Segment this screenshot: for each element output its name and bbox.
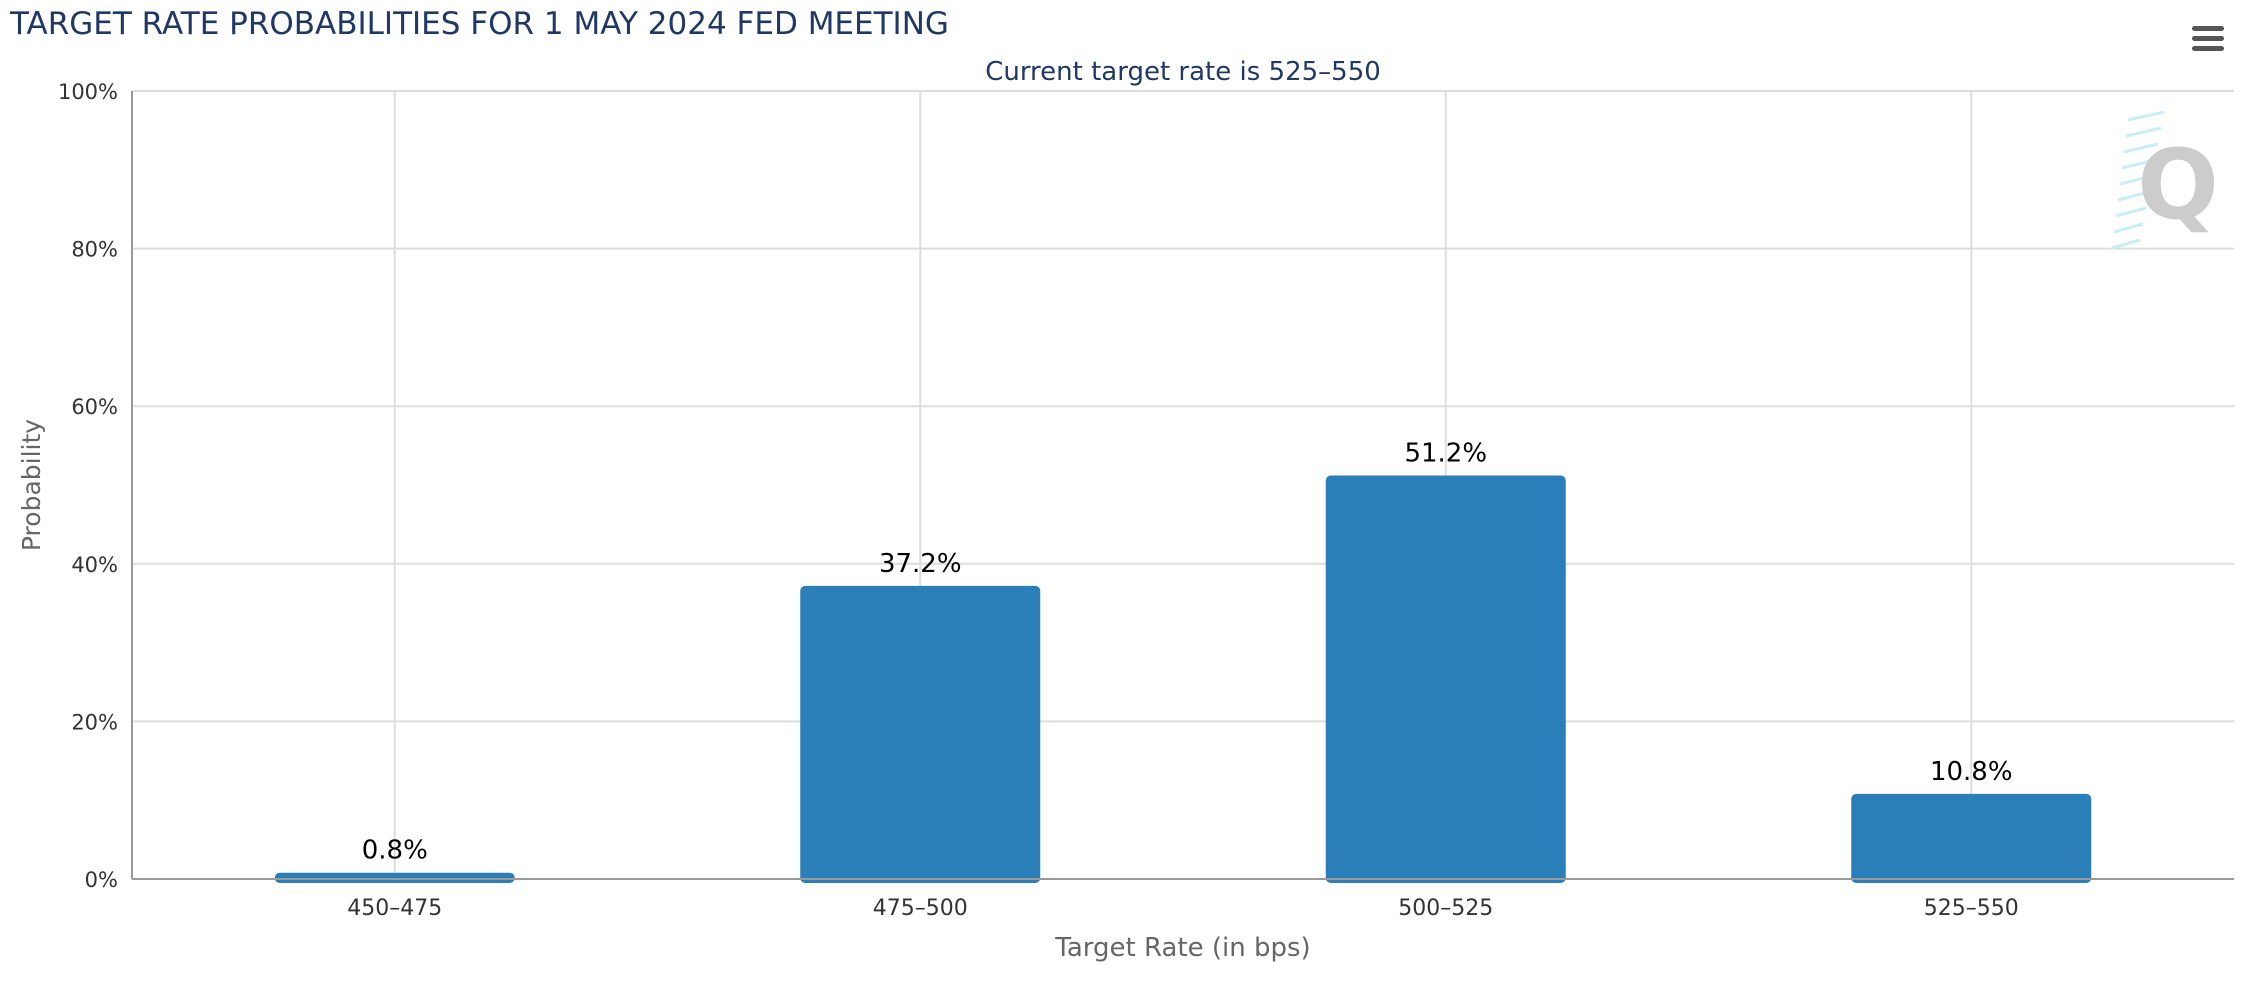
y-tick-label: 40%: [71, 553, 118, 577]
watermark-stripe: [2121, 158, 2156, 170]
watermark-stripe: [2117, 190, 2150, 202]
watermark-stripe: [2119, 174, 2153, 186]
data-label: 51.2%: [1404, 439, 1487, 469]
bar-500–525[interactable]: [1325, 475, 1566, 883]
watermark-stripe: [2125, 126, 2162, 138]
watermark-stripe: [2113, 222, 2144, 234]
watermark-stripe: [2111, 238, 2141, 250]
y-tick-label: 100%: [58, 80, 118, 104]
x-tick-label: 500–525: [1398, 896, 1493, 921]
watermark-logo: Q: [2137, 129, 2219, 241]
y-axis-title: Probability: [17, 419, 46, 551]
data-label: 10.8%: [1930, 757, 2013, 787]
watermark-stripe: [2127, 110, 2165, 122]
chart-title: TARGET RATE PROBABILITIES FOR 1 MAY 2024…: [9, 6, 949, 42]
x-tick-label: 475–500: [873, 896, 968, 921]
watermark-stripe: [2115, 206, 2147, 218]
x-tick-label: 525–550: [1924, 896, 2019, 921]
watermark-stripe: [2123, 142, 2159, 154]
bar-475–500[interactable]: [800, 585, 1041, 883]
y-tick-label: 60%: [71, 395, 118, 419]
y-tick-label: 20%: [71, 710, 118, 734]
y-tick-label: 80%: [71, 238, 118, 262]
data-label: 0.8%: [362, 836, 428, 866]
hamburger-menu-icon[interactable]: [2180, 18, 2230, 62]
chart-subtitle: Current target rate is 525–550: [985, 57, 1381, 87]
y-tick-label: 0%: [85, 868, 118, 892]
data-label: 37.2%: [879, 549, 962, 579]
bar-450–475[interactable]: [274, 872, 515, 883]
x-axis-title: Target Rate (in bps): [1054, 933, 1310, 963]
x-tick-label: 450–475: [347, 896, 442, 921]
bar-525–550[interactable]: [1851, 793, 2092, 883]
